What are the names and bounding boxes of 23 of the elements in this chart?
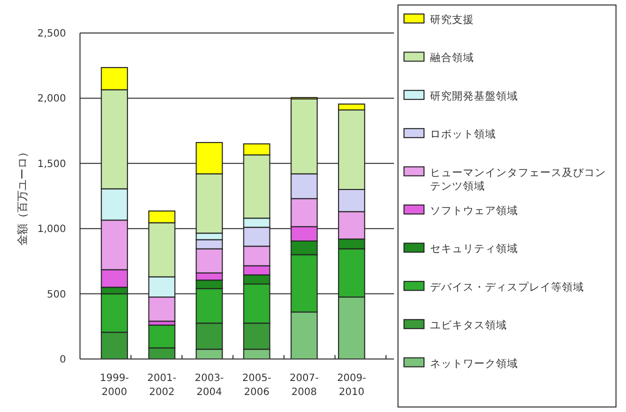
y-tick-label: 1,500 (37, 158, 66, 170)
y-tick-label: 0 (60, 354, 66, 366)
x-tick-label: 2001-2002 (147, 373, 177, 398)
y-axis-title: 金額（百万ユーロ） (16, 146, 29, 246)
y-tick-label: 500 (46, 289, 66, 300)
legend-label: 研究開発基盤領域 (430, 89, 518, 102)
y-tick-label: 1,000 (37, 224, 66, 236)
x-tick-label: 2007-2008 (290, 373, 320, 398)
legend-label: ソフトウェア領域 (430, 204, 518, 217)
x-tick-label: 2009-2010 (337, 373, 367, 398)
legend-label: 研究支援 (430, 13, 474, 26)
y-tick-label: 2,500 (37, 28, 66, 40)
x-tick-label: 2003-2004 (194, 373, 224, 398)
legend-label: ヒューマンインタフェース及びコンテンツ領域 (430, 166, 606, 192)
legend-label: ユビキタス領域 (430, 318, 507, 332)
legend-label: ネットワーク領域 (430, 356, 518, 370)
y-tick-label: 2,000 (37, 94, 66, 105)
legend-label: デバイス・ディスプレイ等領域 (430, 280, 584, 294)
x-tick-label: 1999-2000 (100, 373, 130, 398)
legend-label: セキュリティ領域 (430, 242, 518, 256)
x-tick-label: 2005-2006 (242, 373, 272, 398)
legend-label: 融合領域 (430, 51, 474, 64)
legend-label: ロボット領域 (430, 128, 496, 141)
